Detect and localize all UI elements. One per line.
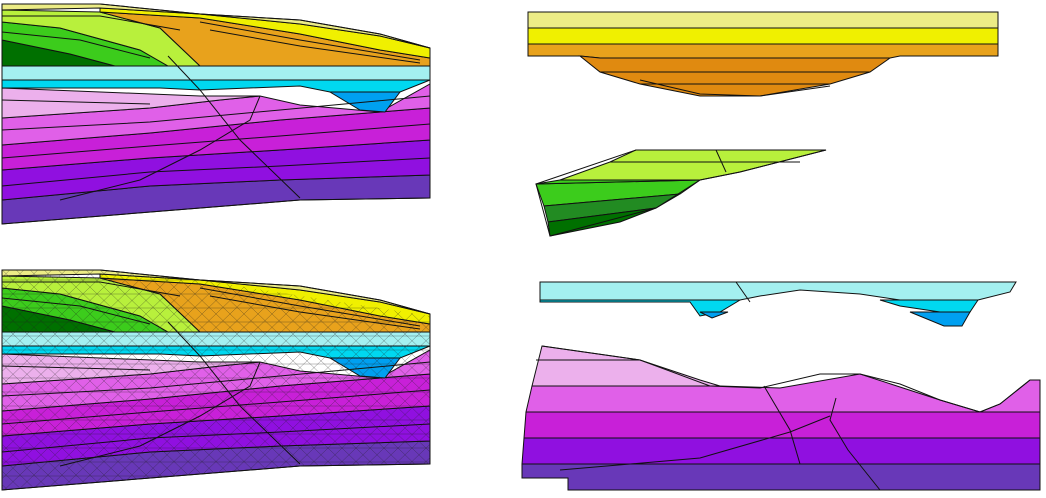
meshed-section [1, 269, 431, 491]
unit-magenta-purple [521, 345, 1041, 491]
unit-green [535, 149, 827, 237]
model-section [1, 3, 431, 225]
unit-cyan [539, 281, 1017, 327]
layer-cyan-light [1, 65, 431, 81]
layer-cyan [1, 79, 431, 93]
fault-thrust [59, 95, 261, 201]
triangular-mesh [2, 270, 430, 490]
unit-orange-yellow [527, 11, 999, 97]
fault-main [167, 55, 301, 199]
